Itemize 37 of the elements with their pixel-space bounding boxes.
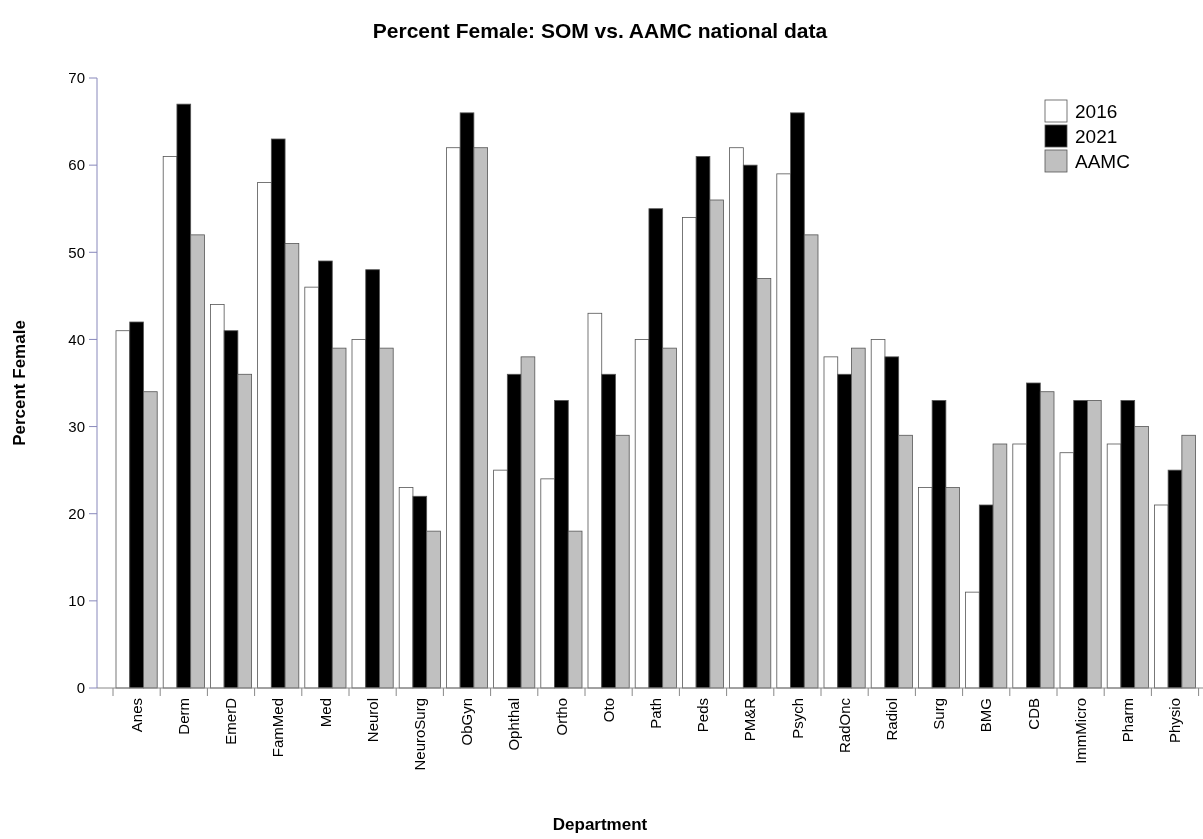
x-tick-label: Pharm	[1119, 698, 1137, 743]
x-tick-label: FamMed	[269, 698, 287, 758]
y-tick-label: 0	[76, 679, 85, 697]
x-tick-label: Path	[647, 698, 665, 729]
x-tick-label: Neurol	[363, 698, 381, 743]
x-tick-label: CDB	[1024, 698, 1042, 730]
x-tick-label: Anes	[127, 698, 145, 733]
y-tick-label: 20	[68, 504, 85, 522]
legend-label: 2016	[1075, 100, 1118, 122]
y-tick-label: 70	[68, 69, 85, 87]
y-tick-label: 50	[68, 243, 85, 261]
x-tick-label: Derm	[175, 698, 193, 735]
x-tick-label: PM&R	[741, 697, 759, 742]
x-tick-label: RadOnc	[835, 697, 853, 754]
y-tick-label: 10	[68, 592, 85, 610]
x-tick-label: ImmMicro	[1071, 698, 1089, 764]
x-tick-label: Ophthal	[505, 698, 523, 751]
chart-title: Percent Female: SOM vs. AAMC national data	[372, 19, 828, 42]
y-tick-label: 40	[68, 330, 85, 348]
x-axis-title: Department	[552, 815, 648, 834]
y-tick-label: 30	[68, 417, 85, 435]
x-tick-label: Physio	[1166, 698, 1184, 744]
y-axis-title: Percent Female	[10, 320, 29, 446]
y-tick-label: 60	[68, 156, 85, 174]
legend-label: 2021	[1075, 125, 1118, 147]
x-tick-label: Med	[316, 698, 334, 728]
x-tick-label: Peds	[694, 698, 712, 733]
x-tick-label: EmerD	[222, 697, 240, 745]
x-tick-label: Radiol	[883, 698, 901, 741]
legend-label: AAMC	[1075, 150, 1130, 172]
x-tick-label: Ortho	[552, 698, 570, 736]
x-tick-label: Surg	[930, 698, 948, 730]
x-tick-label: BMG	[977, 698, 995, 733]
x-tick-label: ObGyn	[458, 698, 476, 746]
x-tick-label: Oto	[599, 698, 617, 723]
x-tick-label: NeuroSurg	[411, 698, 429, 771]
x-tick-label: Psych	[788, 698, 806, 739]
